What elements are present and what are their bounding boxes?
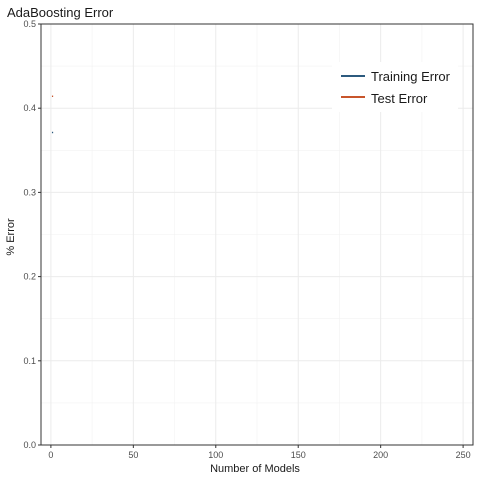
x-axis-title: Number of Models [210,463,300,475]
legend-label-test-error: Test Error [371,91,428,106]
y-tick-label: 0.2 [23,272,36,282]
y-tick-label: 0.1 [23,356,36,366]
plot-panel-border [40,23,474,446]
y-tick-label: 0.5 [23,19,36,29]
x-tick-label: 50 [128,450,138,460]
y-axis-ticks: 0.0 0.1 0.2 0.3 0.4 0.5 [23,19,41,450]
y-tick-label: 0.3 [23,187,36,197]
x-tick-label: 0 [48,450,53,460]
x-tick-label: 100 [208,450,223,460]
legend: Training Error Test Error [332,62,458,112]
x-tick-label: 150 [291,450,306,460]
legend-background [332,62,458,112]
y-tick-label: 0.4 [23,103,36,113]
x-tick-label: 250 [456,450,471,460]
y-tick-label: 0.0 [23,440,36,450]
legend-label-training-error: Training Error [371,69,451,84]
x-tick-label: 200 [373,450,388,460]
y-axis-title: % Error [5,218,17,256]
x-axis-ticks: 0 50 100 150 200 250 [48,445,471,460]
chart-title: AdaBoosting Error [7,5,114,20]
